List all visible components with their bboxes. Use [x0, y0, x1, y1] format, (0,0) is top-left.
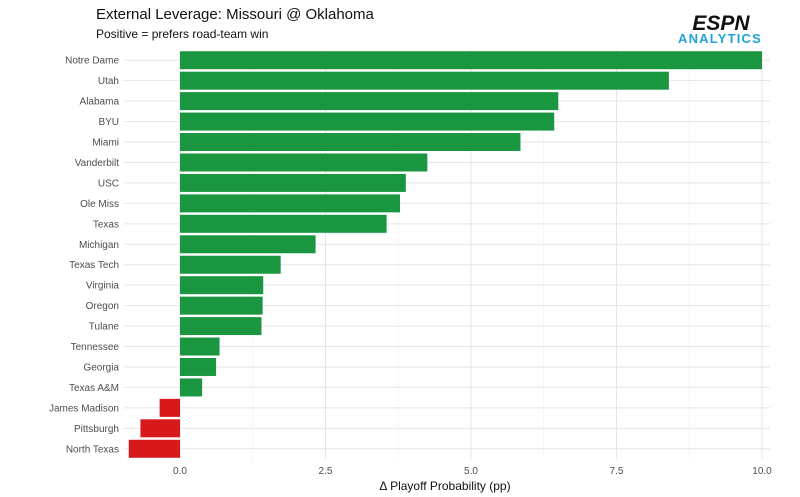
bar: [180, 92, 559, 111]
espn-logo-text: ESPN: [692, 12, 750, 35]
bars: [128, 51, 762, 458]
bar: [180, 378, 203, 397]
espn-analytics-logo: ESPN ANALYTICS: [678, 12, 762, 46]
bar: [180, 214, 387, 233]
y-tick-label: Utah: [98, 76, 119, 87]
y-tick-label: James Madison: [49, 403, 119, 414]
y-tick-label: USC: [98, 178, 119, 189]
y-tick-label: Vanderbilt: [75, 158, 120, 169]
gridlines: [124, 50, 770, 459]
y-tick-label: Miami: [92, 138, 119, 149]
y-tick-label: Virginia: [86, 281, 120, 292]
y-tick-label: BYU: [98, 117, 119, 128]
x-tick-label: 2.5: [319, 466, 333, 477]
y-tick-label: Alabama: [80, 97, 120, 108]
bar: [180, 255, 281, 274]
x-axis-title: Δ Playoff Probability (pp): [379, 479, 510, 493]
bar: [140, 419, 180, 438]
y-tick-label: Georgia: [83, 362, 119, 373]
y-tick-label: North Texas: [66, 444, 119, 455]
bar: [180, 337, 220, 356]
x-tick-label: 10.0: [752, 466, 772, 477]
bar: [180, 357, 217, 376]
chart-subtitle: Positive = prefers road-team win: [96, 27, 268, 41]
x-tick-label: 7.5: [610, 466, 624, 477]
y-tick-label: Oregon: [86, 301, 119, 312]
x-axis-ticks: 0.0 2.5 5.0 7.5 10.0: [173, 466, 772, 477]
bar: [180, 235, 316, 254]
y-tick-label: Tulane: [89, 322, 120, 333]
bar: [180, 71, 669, 90]
y-tick-label: Texas Tech: [69, 260, 119, 271]
bar: [180, 276, 264, 295]
bar: [180, 296, 263, 315]
bar: [128, 439, 180, 458]
bar: [180, 112, 555, 131]
bar: [159, 398, 180, 417]
bar: [180, 133, 521, 152]
bar: [180, 51, 762, 70]
y-tick-label: Texas A&M: [69, 383, 119, 394]
x-tick-label: 5.0: [464, 466, 478, 477]
bar: [180, 194, 400, 213]
bar: [180, 153, 428, 172]
x-tick-label: 0.0: [173, 466, 187, 477]
chart-title: External Leverage: Missouri @ Oklahoma: [96, 6, 375, 23]
y-axis-labels: Notre Dame Utah Alabama BYU Miami Vanderbilt U…: [49, 56, 119, 456]
y-tick-label: Notre Dame: [65, 56, 119, 67]
analytics-logo-text: ANALYTICS: [678, 31, 762, 46]
y-tick-label: Tennessee: [71, 342, 120, 353]
y-tick-label: Michigan: [79, 240, 119, 251]
y-tick-label: Texas: [93, 219, 119, 230]
bar: [180, 173, 406, 192]
y-tick-label: Pittsburgh: [74, 424, 119, 435]
y-tick-label: Ole Miss: [80, 199, 119, 210]
bar: [180, 317, 262, 336]
